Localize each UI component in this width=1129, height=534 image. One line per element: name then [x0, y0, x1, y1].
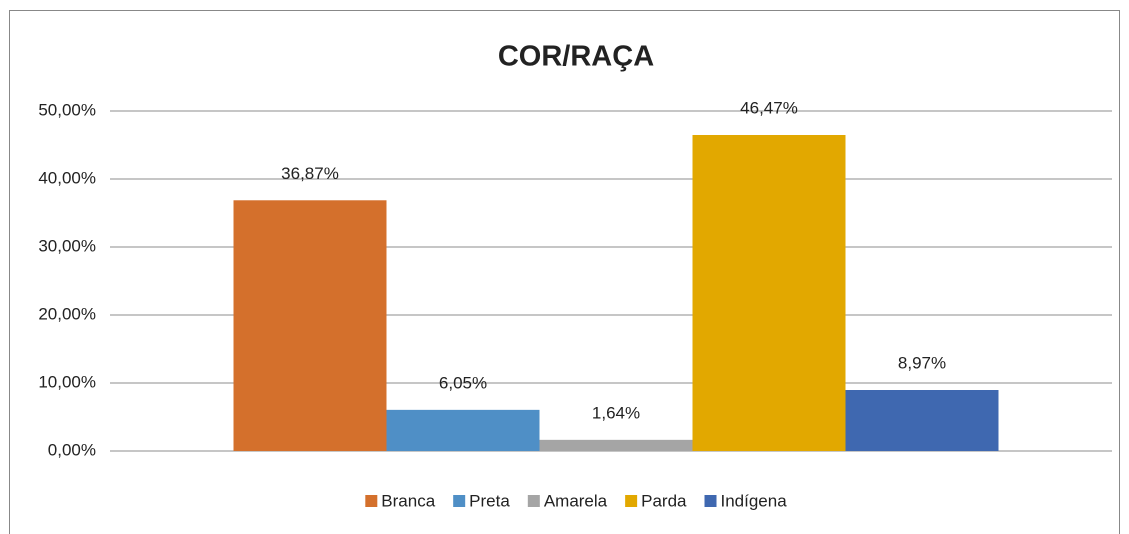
value-label: 8,97%: [898, 353, 946, 372]
y-tick-label: 50,00%: [38, 100, 96, 119]
chart-frame: [9, 10, 1120, 534]
value-label: 36,87%: [281, 164, 339, 183]
legend-label: Preta: [469, 491, 510, 510]
y-tick-label: 40,00%: [38, 168, 96, 187]
y-tick-label: 20,00%: [38, 304, 96, 323]
bar: [233, 200, 387, 451]
legend-swatch: [453, 495, 466, 507]
bar: [845, 390, 999, 451]
y-tick-label: 30,00%: [38, 236, 96, 255]
value-label: 1,64%: [592, 403, 640, 422]
legend-label: Indígena: [721, 491, 788, 510]
bar: [386, 409, 540, 451]
legend-swatch: [625, 495, 638, 507]
legend-swatch: [527, 495, 540, 507]
legend-label: Branca: [381, 491, 435, 510]
value-label: 46,47%: [740, 98, 798, 117]
legend-label: Parda: [641, 491, 687, 510]
legend-swatch: [365, 495, 378, 507]
bar: [539, 439, 693, 451]
bar: [692, 135, 846, 451]
chart-title: COR/RAÇA: [498, 41, 654, 73]
y-tick-label: 0,00%: [48, 440, 96, 459]
value-label: 6,05%: [439, 373, 487, 392]
legend-label: Amarela: [544, 491, 608, 510]
legend-swatch: [704, 495, 717, 507]
y-tick-label: 10,00%: [38, 372, 96, 391]
